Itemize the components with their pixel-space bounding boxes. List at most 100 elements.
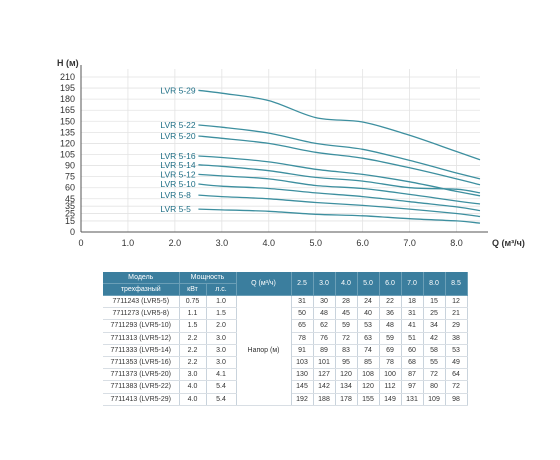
- x-tick-label: 7.0: [403, 238, 416, 248]
- y-tick-label: 25: [65, 209, 75, 219]
- cell-head: 40: [357, 307, 380, 321]
- series-line: [198, 89, 481, 161]
- chart-axes: [80, 65, 488, 233]
- x-tick-label: 8.0: [450, 238, 463, 248]
- cell-hp: 2.0: [206, 319, 237, 333]
- cell-head: 109: [423, 393, 446, 406]
- cell-model: 7711383 (LVR5-22): [103, 380, 180, 394]
- napor-label: Напор (м): [236, 295, 292, 406]
- series-line: [198, 164, 481, 194]
- cell-head: 53: [445, 344, 468, 357]
- cell-head: 100: [379, 368, 402, 382]
- cell-head: 63: [357, 332, 380, 345]
- header-power: Мощность: [179, 272, 237, 284]
- cell-head: 80: [423, 380, 446, 394]
- y-tick-label: 15: [65, 216, 75, 226]
- y-tick-label: 60: [65, 183, 75, 193]
- chart-tick-labels: 0152535456075901051201351501651801952100…: [60, 72, 463, 248]
- series-line: [198, 194, 481, 218]
- cell-kw: 3.0: [179, 368, 207, 382]
- series-label: LVR 5-29: [160, 85, 196, 95]
- cell-head: 51: [401, 332, 424, 345]
- cell-hp: 4.1: [206, 368, 237, 382]
- header-q-value: 2.5: [291, 272, 314, 296]
- table-row: 7711353 (LVR5-16) 2.2 3.0 103 101 95 85 78 68 55 4…: [103, 356, 468, 370]
- y-tick-label: 45: [65, 194, 75, 204]
- cell-head: 130: [291, 368, 314, 382]
- cell-head: 98: [445, 393, 468, 406]
- cell-hp: 3.0: [206, 356, 237, 370]
- cell-head: 59: [335, 319, 358, 333]
- header-model-sub: трехфазный: [103, 283, 180, 296]
- cell-head: 91: [291, 344, 314, 357]
- y-tick-label: 75: [65, 172, 75, 182]
- x-tick-label: 2.0: [169, 238, 182, 248]
- cell-kw: 4.0: [179, 393, 207, 406]
- series-line: [198, 124, 481, 180]
- cell-model: 7711243 (LVR5-5): [103, 295, 180, 309]
- cell-head: 85: [357, 356, 380, 370]
- table-row: 7711333 (LVR5-14) 2.2 3.0 91 89 83 74 69 60 58 53: [103, 344, 468, 357]
- cell-head: 45: [335, 307, 358, 321]
- series-label: LVR 5-20: [160, 131, 196, 141]
- table-row: 7711273 (LVR5-8) 1.1 1.5 50 48 45 40 36 31 25 21: [103, 307, 468, 321]
- cell-model: 7711313 (LVR5-12): [103, 332, 180, 345]
- cell-model: 7711293 (LVR5-10): [103, 319, 180, 333]
- cell-head: 72: [423, 368, 446, 382]
- cell-head: 188: [313, 393, 336, 406]
- cell-head: 192: [291, 393, 314, 406]
- x-tick-label: 5.0: [309, 238, 322, 248]
- table-row: 7711243 (LVR5-5) 0.75 1.0 Напор (м) 31 30 28 24…: [103, 295, 468, 406]
- cell-head: 95: [335, 356, 358, 370]
- cell-kw: 1.5: [179, 319, 207, 333]
- cell-head: 38: [445, 332, 468, 345]
- cell-head: 50: [291, 307, 314, 321]
- y-tick-label: 210: [60, 72, 75, 82]
- y-tick-label: 35: [65, 201, 75, 211]
- table-row: 7711383 (LVR5-22) 4.0 5.4 145 142 134 120 112 97…: [103, 380, 468, 394]
- header-q: Q (м³/ч): [236, 272, 292, 296]
- table-subheader-row: трехфазный кВт л.с.: [103, 283, 467, 296]
- cell-head: 48: [313, 307, 336, 321]
- cell-head: 53: [357, 319, 380, 333]
- cell-head: 72: [445, 380, 468, 394]
- header-q-value: 3.0: [313, 272, 336, 296]
- cell-hp: 5.4: [206, 393, 237, 406]
- table-row: 7711413 (LVR5-29) 4.0 5.4 192 188 178 155 149 13…: [103, 393, 468, 406]
- header-q-value: 7.0: [401, 272, 424, 296]
- header-kw: кВт: [179, 283, 207, 296]
- cell-head: 120: [357, 380, 380, 394]
- cell-head: 28: [335, 295, 358, 309]
- chart-grid: [80, 69, 480, 233]
- cell-head: 64: [445, 368, 468, 382]
- table-header-row: Модель Мощность Q (м³/ч) 2.5 3.0 4.0 5.0 6.0 7.0…: [103, 272, 468, 296]
- y-tick-label: 105: [60, 150, 75, 160]
- cell-head: 101: [313, 356, 336, 370]
- cell-kw: 1.1: [179, 307, 207, 321]
- y-tick-label: 180: [60, 94, 75, 104]
- cell-head: 142: [313, 380, 336, 394]
- cell-head: 15: [423, 295, 446, 309]
- cell-head: 97: [401, 380, 424, 394]
- cell-head: 103: [291, 356, 314, 370]
- x-tick-label: 1.0: [122, 238, 135, 248]
- cell-kw: 2.2: [179, 332, 207, 345]
- cell-head: 108: [357, 368, 380, 382]
- cell-model: 7711373 (LVR5-20): [103, 368, 180, 382]
- cell-model: 7711353 (LVR5-16): [103, 356, 180, 370]
- cell-head: 145: [291, 380, 314, 394]
- cell-head: 55: [423, 356, 446, 370]
- cell-head: 178: [335, 393, 358, 406]
- cell-head: 18: [401, 295, 424, 309]
- cell-hp: 1.5: [206, 307, 237, 321]
- cell-head: 36: [379, 307, 402, 321]
- cell-head: 31: [401, 307, 424, 321]
- cell-head: 22: [379, 295, 402, 309]
- cell-head: 42: [423, 332, 446, 345]
- header-q-value: 4.0: [335, 272, 358, 296]
- cell-hp: 3.0: [206, 344, 237, 357]
- y-tick-label: 195: [60, 83, 75, 93]
- cell-head: 30: [313, 295, 336, 309]
- series-label: LVR 5-14: [160, 160, 196, 170]
